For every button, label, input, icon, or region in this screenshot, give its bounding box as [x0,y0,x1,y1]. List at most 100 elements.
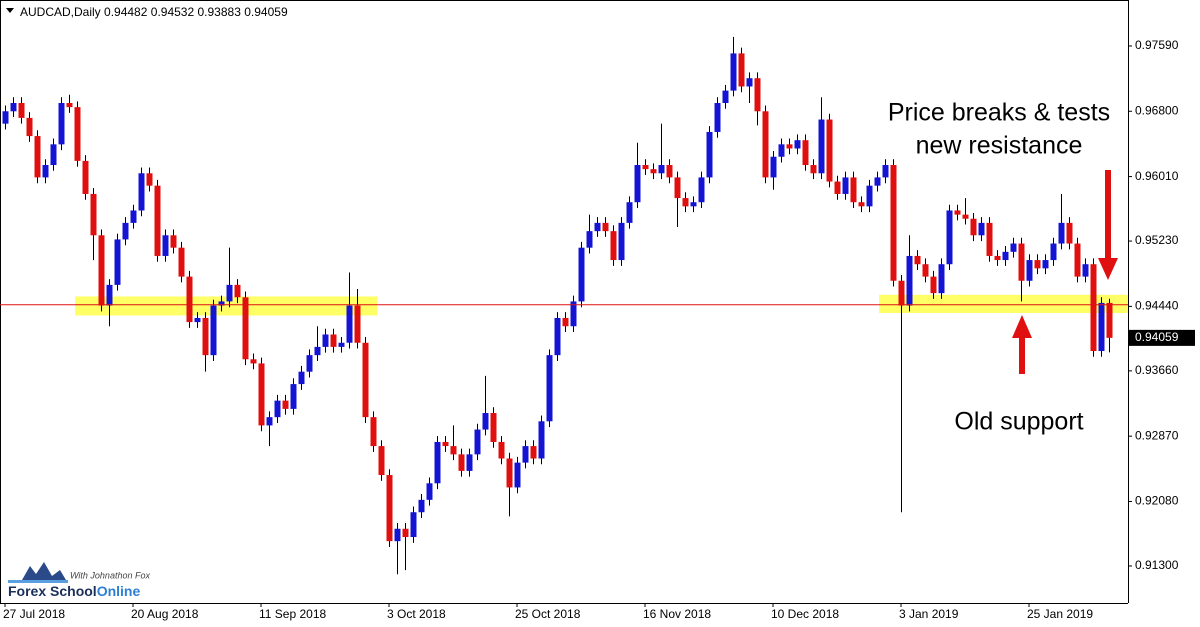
candle-body [618,222,625,261]
header: AUDCAD,Daily 0.94482 0.94532 0.93883 0.9… [20,5,288,19]
x-tick-label: 10 Dec 2018 [771,607,839,621]
candle-body [418,499,425,513]
arrow-shaft [1105,170,1111,260]
candle-body [74,107,81,161]
x-tick-label: 3 Oct 2018 [387,607,446,621]
high-value: 0.94532 [151,5,195,19]
candle-body [170,235,177,248]
candle-body [114,239,121,285]
candle-body [778,144,785,157]
candle-body [258,363,265,426]
y-tick-label: 0.95230 [1135,233,1179,247]
candle-body [826,119,833,182]
y-tick-label: 0.97590 [1135,38,1179,52]
candle-body [690,202,697,207]
candle-body [346,305,353,343]
candle-body [642,165,649,170]
candle-body [1074,243,1081,277]
candle-body [786,144,793,149]
candle-body [314,346,321,356]
candle-body [970,218,977,236]
candle-body [946,210,953,265]
candle-body [298,371,305,385]
candle-body [274,400,281,418]
candle-body [1098,302,1105,352]
candle-body [1106,302,1113,338]
candle-body [282,400,289,409]
candle-body [962,214,969,219]
candle-body [770,156,777,178]
candle-body [930,276,937,294]
annotation: new resistance [916,132,1083,160]
candle-body [458,454,465,471]
candle-body [1066,222,1073,244]
candle-body [906,255,913,306]
candle-body [802,140,809,166]
candle-body [154,185,161,256]
y-tick-label: 0.96010 [1135,169,1179,183]
candle-body [466,454,473,471]
candle-body [218,301,225,306]
candle-body [474,429,481,455]
candle-body [562,317,569,327]
candle-body [818,119,825,174]
candle-body [578,247,585,302]
candle-body [434,441,441,484]
logo: With Johnathon Fox Forex SchoolOnline [8,562,150,599]
candle-body [1002,251,1009,261]
candle-body [2,111,9,124]
candle-body [890,165,897,281]
candle-body [50,144,57,166]
candle-body [386,475,393,542]
candle-body [202,317,209,356]
x-tick-label: 27 Jul 2018 [3,607,65,621]
open-value: 0.94482 [104,5,148,19]
candle-body [1010,243,1017,252]
y-tick-label: 0.96800 [1135,103,1179,117]
candle-body [746,78,753,87]
candle-body [18,103,25,118]
candle-body [586,231,593,248]
candle-body [866,185,873,207]
candle-body [178,247,185,277]
arrow-head [1098,258,1118,280]
candle-body [242,297,249,360]
candle-body [122,222,129,240]
candle-body [378,446,385,476]
candle-body [90,193,97,236]
candle-body [1042,260,1049,269]
candle-body [290,384,297,409]
candle-body [226,284,233,302]
candle-body [186,276,193,323]
candle-body [922,264,929,277]
menu-triangle [6,8,14,13]
candle-body [1082,264,1089,277]
x-tick-label: 16 Nov 2018 [643,607,711,621]
candle-body [914,255,921,265]
candle-body [514,462,521,488]
candle-body [362,342,369,418]
zone [75,296,377,316]
candle-body [338,342,345,347]
candle-body [370,417,377,447]
candle-body [554,317,561,356]
candle-body [410,512,417,538]
candle-body [26,117,33,137]
logo-name-end: Online [97,583,141,599]
candle-body [146,173,153,186]
arrow-head [1012,315,1032,338]
candle-body [266,417,273,426]
candle-body [450,446,457,455]
logo-name-start: Forex School [8,583,97,599]
low-value: 0.93883 [198,5,242,19]
candle-body [162,235,169,256]
candle-body [842,177,849,194]
candle-body [634,165,641,203]
candle-body [994,255,1001,261]
candle-body [978,222,985,236]
y-tick-label: 0.92080 [1135,494,1179,508]
candle-body [1034,260,1041,269]
candle-body [610,231,617,261]
